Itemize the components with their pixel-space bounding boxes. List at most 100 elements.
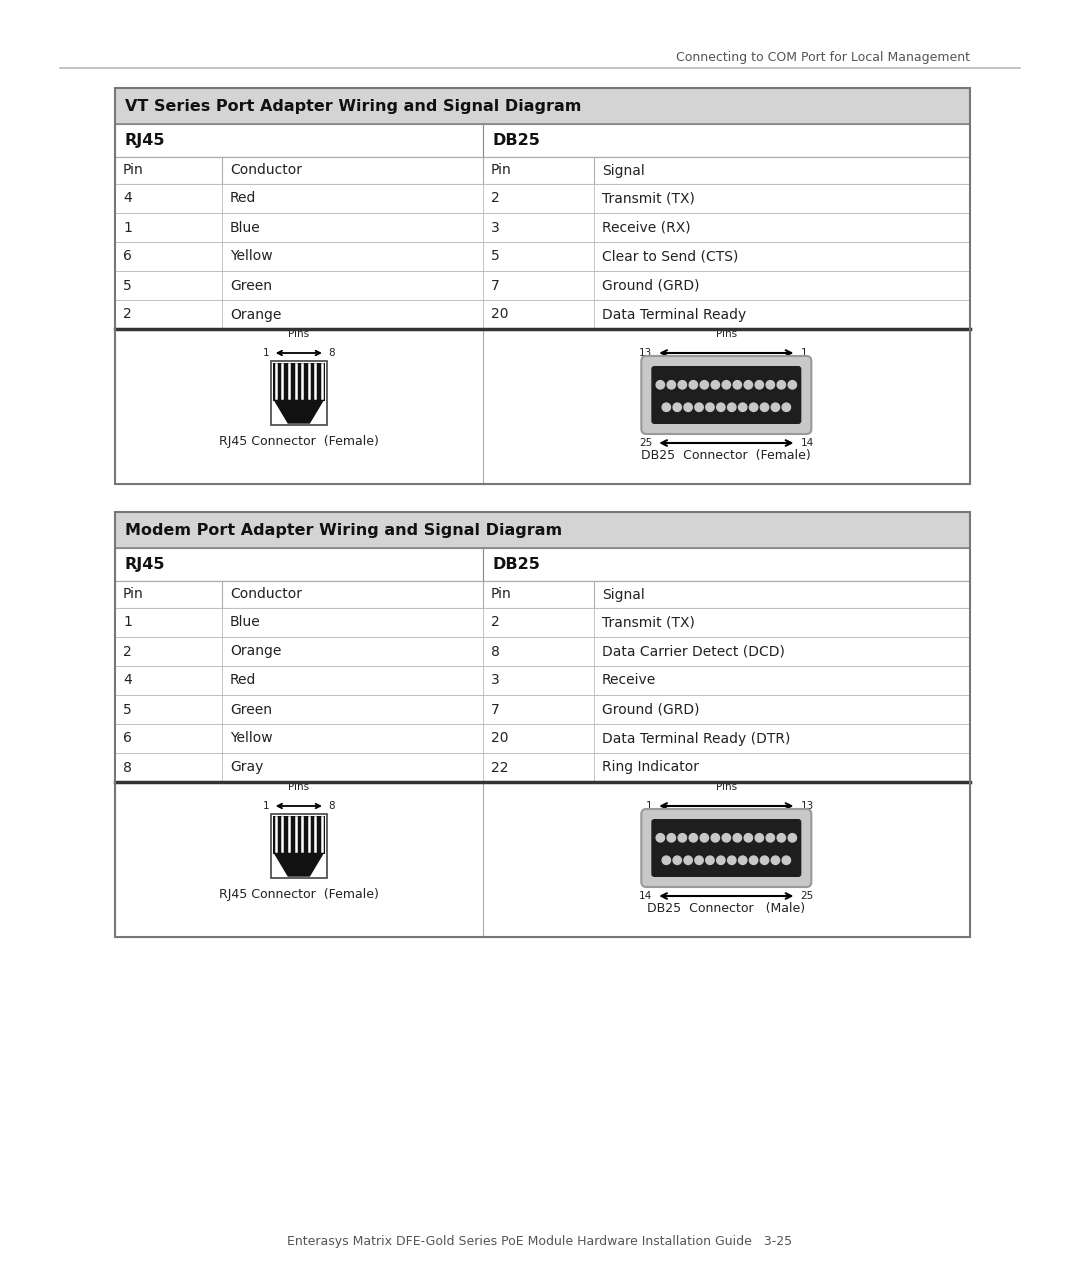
Circle shape: [771, 403, 780, 411]
Circle shape: [723, 381, 730, 389]
Text: Receive: Receive: [602, 673, 656, 687]
Circle shape: [744, 381, 753, 389]
Circle shape: [755, 833, 764, 842]
Text: Signal: Signal: [602, 164, 645, 178]
Circle shape: [728, 856, 735, 865]
Text: 20: 20: [490, 307, 509, 321]
Text: 25: 25: [800, 892, 813, 900]
Text: Pins: Pins: [716, 329, 737, 339]
Circle shape: [782, 856, 791, 865]
Text: 13: 13: [639, 348, 652, 358]
Circle shape: [673, 856, 681, 865]
Text: Green: Green: [230, 278, 272, 292]
Circle shape: [739, 403, 747, 411]
Bar: [114, 512, 970, 547]
Circle shape: [657, 833, 664, 842]
Text: Connecting to COM Port for Local Management: Connecting to COM Port for Local Managem…: [676, 52, 970, 65]
Bar: [114, 782, 970, 937]
Bar: [114, 300, 970, 329]
Circle shape: [760, 403, 769, 411]
Circle shape: [788, 381, 797, 389]
Text: 1: 1: [123, 616, 132, 630]
Circle shape: [739, 856, 747, 865]
Circle shape: [689, 833, 698, 842]
Bar: [114, 547, 970, 580]
Circle shape: [667, 833, 675, 842]
Text: 2: 2: [123, 644, 132, 659]
Circle shape: [705, 856, 714, 865]
Text: 4: 4: [123, 673, 132, 687]
Circle shape: [782, 403, 791, 411]
Circle shape: [778, 381, 785, 389]
Text: Yellow: Yellow: [230, 732, 272, 745]
Text: Green: Green: [230, 702, 272, 716]
Bar: [114, 88, 970, 484]
Text: Ground (GRD): Ground (GRD): [602, 702, 700, 716]
Text: 14: 14: [639, 892, 652, 900]
Circle shape: [694, 856, 703, 865]
Text: Transmit (TX): Transmit (TX): [602, 192, 694, 206]
Text: 2: 2: [490, 616, 499, 630]
Circle shape: [678, 833, 687, 842]
Text: 1: 1: [264, 801, 270, 812]
Text: Red: Red: [230, 192, 256, 206]
Text: 25: 25: [639, 438, 652, 448]
Text: Signal: Signal: [602, 588, 645, 602]
Bar: [271, 361, 327, 425]
Circle shape: [717, 403, 725, 411]
Text: DB25: DB25: [492, 133, 540, 149]
Polygon shape: [274, 400, 323, 423]
Bar: [114, 608, 970, 638]
FancyBboxPatch shape: [642, 356, 811, 434]
Bar: [114, 512, 970, 937]
Text: 5: 5: [123, 278, 132, 292]
Text: 6: 6: [123, 732, 132, 745]
Polygon shape: [274, 853, 323, 876]
Text: DB25  Connector  (Female): DB25 Connector (Female): [642, 450, 811, 462]
Text: Ground (GRD): Ground (GRD): [602, 278, 700, 292]
Circle shape: [711, 381, 719, 389]
Circle shape: [717, 856, 725, 865]
Bar: [114, 724, 970, 753]
Circle shape: [750, 856, 758, 865]
Text: 5: 5: [123, 702, 132, 716]
Text: Transmit (TX): Transmit (TX): [602, 616, 694, 630]
Bar: [114, 753, 970, 782]
Text: RJ45 Connector  (Female): RJ45 Connector (Female): [219, 888, 379, 900]
Circle shape: [771, 856, 780, 865]
Text: 8: 8: [490, 644, 500, 659]
Text: Orange: Orange: [230, 644, 281, 659]
Text: Pins: Pins: [288, 782, 309, 792]
Bar: [114, 88, 970, 124]
Text: 13: 13: [800, 801, 813, 812]
Circle shape: [755, 381, 764, 389]
Circle shape: [684, 403, 692, 411]
FancyBboxPatch shape: [651, 819, 801, 878]
Text: Conductor: Conductor: [230, 164, 302, 178]
Circle shape: [657, 381, 664, 389]
Text: Conductor: Conductor: [230, 588, 302, 602]
Text: Yellow: Yellow: [230, 249, 272, 263]
Circle shape: [744, 833, 753, 842]
Text: 8: 8: [328, 801, 335, 812]
Circle shape: [678, 381, 687, 389]
Circle shape: [662, 856, 671, 865]
Text: Pin: Pin: [123, 588, 144, 602]
Circle shape: [788, 833, 797, 842]
Circle shape: [705, 403, 714, 411]
Text: 3: 3: [490, 673, 499, 687]
Bar: [114, 329, 970, 484]
Bar: [273, 817, 325, 853]
Bar: [273, 363, 325, 400]
Circle shape: [733, 381, 742, 389]
Text: Orange: Orange: [230, 307, 281, 321]
Text: Gray: Gray: [230, 761, 264, 775]
Text: Pin: Pin: [123, 164, 144, 178]
Text: 2: 2: [490, 192, 499, 206]
Circle shape: [694, 403, 703, 411]
Text: Blue: Blue: [230, 221, 260, 235]
Text: DB25: DB25: [492, 558, 540, 572]
Bar: [114, 124, 970, 157]
Circle shape: [684, 856, 692, 865]
Text: Enterasys Matrix DFE-Gold Series PoE Module Hardware Installation Guide   3-25: Enterasys Matrix DFE-Gold Series PoE Mod…: [287, 1236, 793, 1248]
